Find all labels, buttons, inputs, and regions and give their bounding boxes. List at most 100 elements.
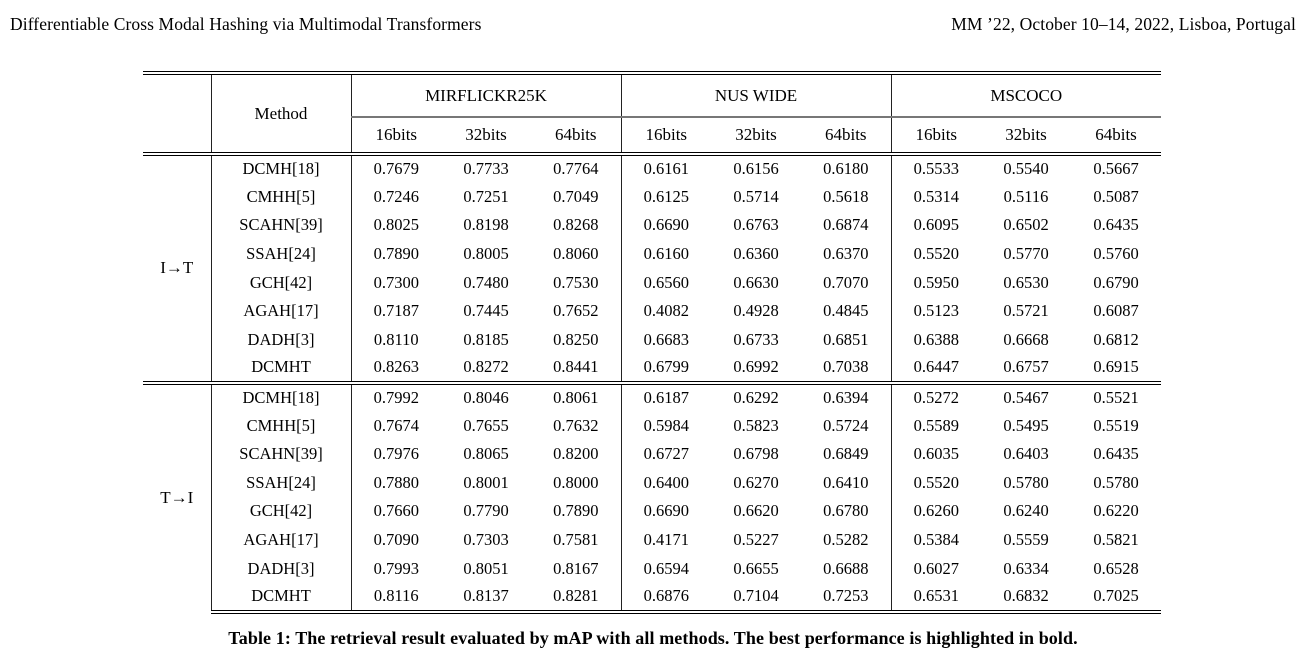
map-value: 0.7652	[553, 301, 599, 321]
table-row: SSAH[24] 0.7890 0.8005 0.8060 0.6160 0.6360 0.…	[143, 239, 1161, 269]
map-value: 0.5314	[890, 182, 981, 212]
bits-header: 64bits	[531, 117, 621, 156]
map-value: 0.5667	[1093, 159, 1139, 179]
map-value: 0.6260	[890, 497, 981, 526]
bits-header-row: 16bits 32bits 64bits 16bits 32bits 64bit…	[143, 117, 1161, 156]
method-name: DCMHT	[210, 354, 352, 383]
map-value: 0.5495	[1003, 415, 1049, 435]
bits-header: 16bits	[350, 117, 441, 156]
map-value: 0.6400	[620, 468, 711, 498]
paper-title: Differentiable Cross Modal Hashing via M…	[10, 14, 482, 34]
map-value: 0.6560	[620, 268, 711, 297]
table-row: DADH[3] 0.8110 0.8185 0.8250 0.6683 0.6733 0.6…	[143, 325, 1161, 355]
map-value: 0.5780	[1003, 472, 1049, 492]
map-value: 0.6156	[733, 159, 779, 179]
map-value: 0.5272	[890, 380, 981, 412]
method-name: DCMH[18]	[210, 380, 352, 412]
map-value: 0.5721	[1003, 301, 1049, 321]
map-value: 0.7655	[463, 415, 509, 435]
map-value: 0.6668	[1003, 329, 1049, 349]
bits-header: 64bits	[801, 117, 891, 156]
table-row: AGAH[17] 0.7187 0.7445 0.7652 0.4082 0.4928 0.…	[143, 296, 1161, 326]
map-value: 0.6915	[1093, 357, 1139, 377]
method-name: GCH[42]	[210, 497, 352, 526]
map-value: 0.4845	[823, 301, 869, 321]
dataset-header-mirflickr: MIRFLICKR25K	[351, 71, 621, 118]
map-value: 0.6690	[620, 211, 711, 240]
map-value: 0.6790	[1093, 272, 1139, 292]
map-value: 0.8268	[553, 215, 599, 235]
map-value: 0.8061	[531, 380, 621, 412]
map-value: 0.6435	[1093, 215, 1139, 235]
method-name: GCH[42]	[210, 268, 352, 297]
map-value: 0.5714	[733, 186, 779, 206]
map-value: 0.6035	[890, 439, 981, 469]
map-value: 0.8000	[553, 472, 599, 492]
task-direction-header	[143, 71, 211, 156]
method-name: AGAH[17]	[210, 525, 352, 555]
map-value: 0.6780	[823, 501, 869, 521]
method-name: AGAH[17]	[210, 296, 352, 326]
map-value: 0.5087	[1093, 186, 1139, 206]
results-table: Method MIRFLICKR25K NUS WIDE MSCOCO 16bi…	[143, 71, 1161, 614]
map-value: 0.6992	[733, 357, 779, 377]
table-row: T→I DCMH[18] 0.7992 0.8046 0.8061 0.6187 0.629…	[143, 380, 1161, 612]
map-value: 0.8065	[463, 444, 509, 464]
map-value: 0.8281	[531, 582, 621, 614]
method-name: SSAH[24]	[210, 239, 352, 269]
map-value: 0.5123	[890, 296, 981, 326]
map-value: 0.8046	[441, 380, 531, 412]
map-value: 0.8441	[553, 357, 599, 377]
map-value: 0.8185	[463, 329, 509, 349]
map-value: 0.7300	[373, 272, 419, 292]
map-value: 0.7187	[373, 301, 419, 321]
map-value: 0.6798	[733, 444, 779, 464]
table-row: SSAH[24] 0.7880 0.8001 0.8000 0.6400 0.6270 0.…	[143, 468, 1161, 498]
task-direction-label: I→T	[160, 258, 194, 278]
bits-header: 16bits	[620, 117, 711, 156]
map-value: 0.7049	[553, 186, 599, 206]
map-value: 0.6690	[620, 497, 711, 526]
map-value: 0.6630	[733, 272, 779, 292]
map-value: 0.7764	[553, 159, 599, 179]
map-value: 0.8250	[553, 329, 599, 349]
map-value: 0.8200	[553, 444, 599, 464]
map-value: 0.7530	[553, 272, 599, 292]
map-value: 0.6180	[823, 159, 869, 179]
map-value: 0.7976	[373, 444, 419, 464]
map-value: 0.6220	[1093, 501, 1139, 521]
table-row: CMHH[5] 0.7674 0.7655 0.7632 0.5984 0.5823 0.5…	[143, 411, 1161, 440]
map-value: 0.6240	[1003, 501, 1049, 521]
method-name: SCAHN[39]	[210, 439, 352, 469]
map-value: 0.6334	[1003, 558, 1049, 578]
map-value: 0.5520	[890, 239, 981, 269]
table-row: I→T DCMH[18] 0.7679 0.7733 0.7764 0.6161 0.615…	[143, 154, 1161, 277]
map-value: 0.5533	[890, 154, 981, 183]
table-header: Method MIRFLICKR25K NUS WIDE MSCOCO 16bi…	[143, 71, 1161, 156]
map-value: 0.5984	[620, 411, 711, 440]
map-value: 0.4928	[733, 301, 779, 321]
map-value: 0.6403	[1003, 444, 1049, 464]
map-value: 0.7246	[373, 186, 419, 206]
map-value: 0.5724	[823, 415, 869, 435]
map-value: 0.7253	[801, 582, 891, 614]
map-value: 0.6688	[823, 558, 869, 578]
method-name: SSAH[24]	[210, 468, 352, 498]
map-value: 0.6187	[620, 380, 711, 412]
map-value: 0.7993	[373, 558, 419, 578]
method-name: DCMH[18]	[210, 154, 352, 183]
map-value: 0.8272	[463, 357, 509, 377]
map-value: 0.6594	[620, 554, 711, 583]
method-name: CMHH[5]	[210, 411, 352, 440]
map-value: 0.7890	[553, 501, 599, 521]
method-name: CMHH[5]	[210, 182, 352, 212]
map-value: 0.6270	[733, 472, 779, 492]
bits-header: 16bits	[890, 117, 981, 156]
map-value: 0.8110	[373, 329, 419, 349]
map-value: 0.5823	[733, 415, 779, 435]
map-value: 0.6410	[823, 472, 869, 492]
map-value: 0.6095	[890, 211, 981, 240]
map-value: 0.7070	[823, 272, 869, 292]
map-value: 0.6655	[733, 558, 779, 578]
